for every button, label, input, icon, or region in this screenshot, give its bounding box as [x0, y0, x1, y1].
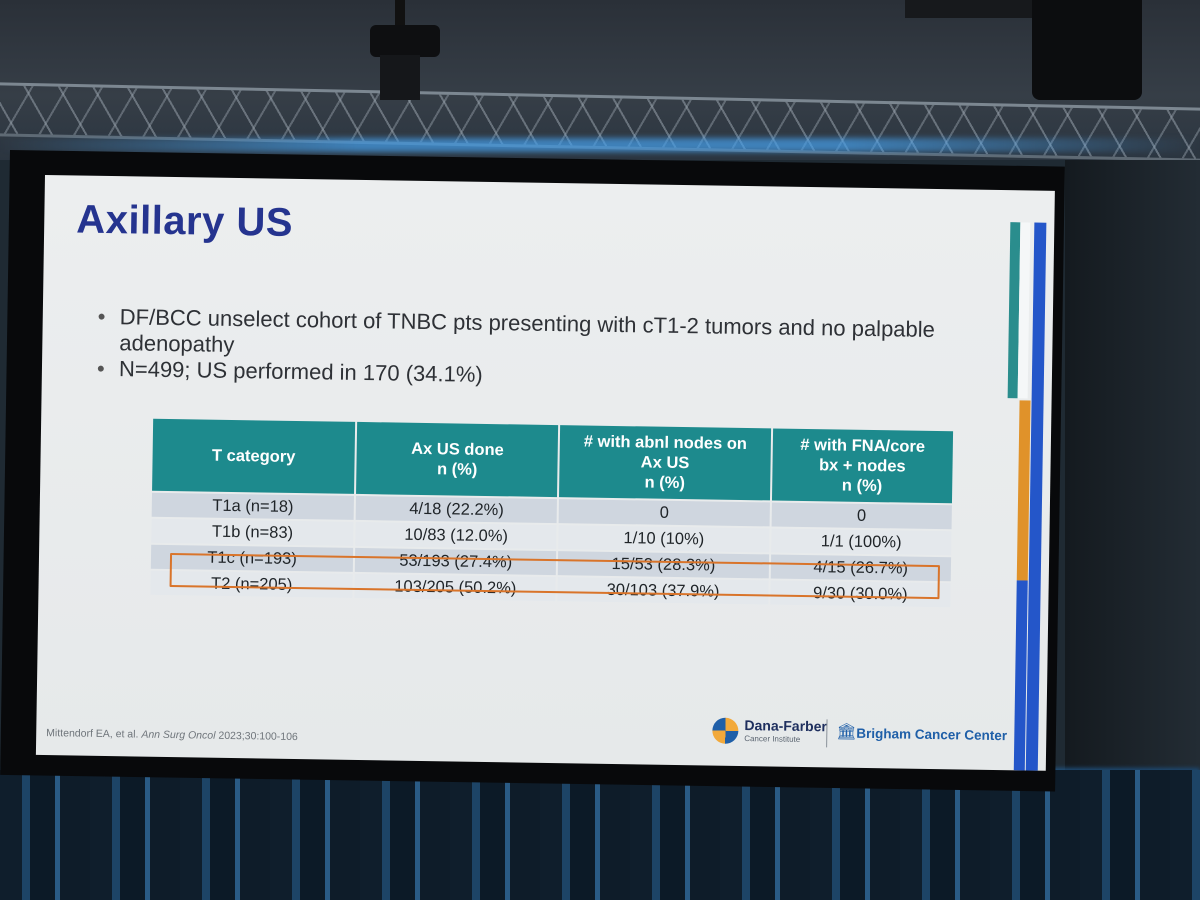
header-t-category: T category [152, 418, 356, 494]
stage-pillar [1065, 160, 1200, 770]
table-cell: 10/83 (12.0%) [355, 521, 557, 550]
table-cell: 1/10 (10%) [558, 525, 770, 553]
table-cell: T1a (n=18) [151, 492, 355, 520]
citation-ref: 2023;30:100-106 [218, 729, 298, 744]
header-line: n (%) [841, 476, 883, 496]
header-line: bx + nodes [818, 456, 906, 476]
header-fna-core: # with FNA/core bx + nodes n (%) [771, 428, 954, 504]
header-ax-us-done: Ax US done n (%) [356, 421, 559, 498]
citation-journal: Ann Surg Oncol [141, 728, 216, 742]
header-abnl-nodes: # with abnl nodes on Ax US n (%) [559, 425, 771, 501]
projector-base [380, 55, 420, 100]
logo-divider [826, 719, 828, 748]
ceiling-speaker [1032, 0, 1142, 100]
brigham-name: Brigham Cancer Center [856, 725, 1008, 744]
projector-body [370, 25, 440, 57]
header-line: T category [211, 446, 296, 466]
citation: Mittendorf EA, et al. Ann Surg Oncol 202… [46, 727, 298, 743]
projector-stem [395, 0, 405, 30]
bullet-list: DF/BCC unselect cohort of TNBC pts prese… [97, 304, 978, 396]
stage-curtain [0, 770, 1200, 900]
table-header-row: T category Ax US done n (%) # with abnl … [152, 418, 954, 504]
dana-farber-name: Dana-Farber [744, 717, 828, 735]
header-line: # with abnl nodes on [583, 432, 748, 454]
dana-farber-subtitle: Cancer Institute [744, 734, 801, 744]
truss-blue-glow [0, 138, 1200, 152]
stage-projector [355, 0, 455, 110]
building-icon: 🏛 [836, 723, 857, 741]
table-cell: 0 [771, 502, 952, 530]
table-cell: T1b (n=83) [151, 518, 354, 546]
header-line: # with FNA/core [800, 435, 926, 456]
header-line: n (%) [436, 460, 478, 479]
table-cell: 4/18 (22.2%) [355, 495, 558, 524]
slide-title: Axillary US [75, 197, 294, 245]
institution-logos: Dana-Farber Cancer Institute 🏛 Brigham C… [712, 716, 1013, 761]
dana-farber-logo-icon [712, 717, 739, 744]
table-cell: 1/1 (100%) [770, 528, 952, 556]
projected-slide: Axillary US DF/BCC unselect cohort of TN… [35, 175, 1055, 771]
lighting-rig [905, 0, 1055, 18]
header-line: n (%) [644, 473, 686, 493]
table-cell: 0 [558, 499, 770, 527]
accent-stripe-white [1017, 222, 1031, 399]
citation-authors: Mittendorf EA, et al. [46, 727, 139, 741]
